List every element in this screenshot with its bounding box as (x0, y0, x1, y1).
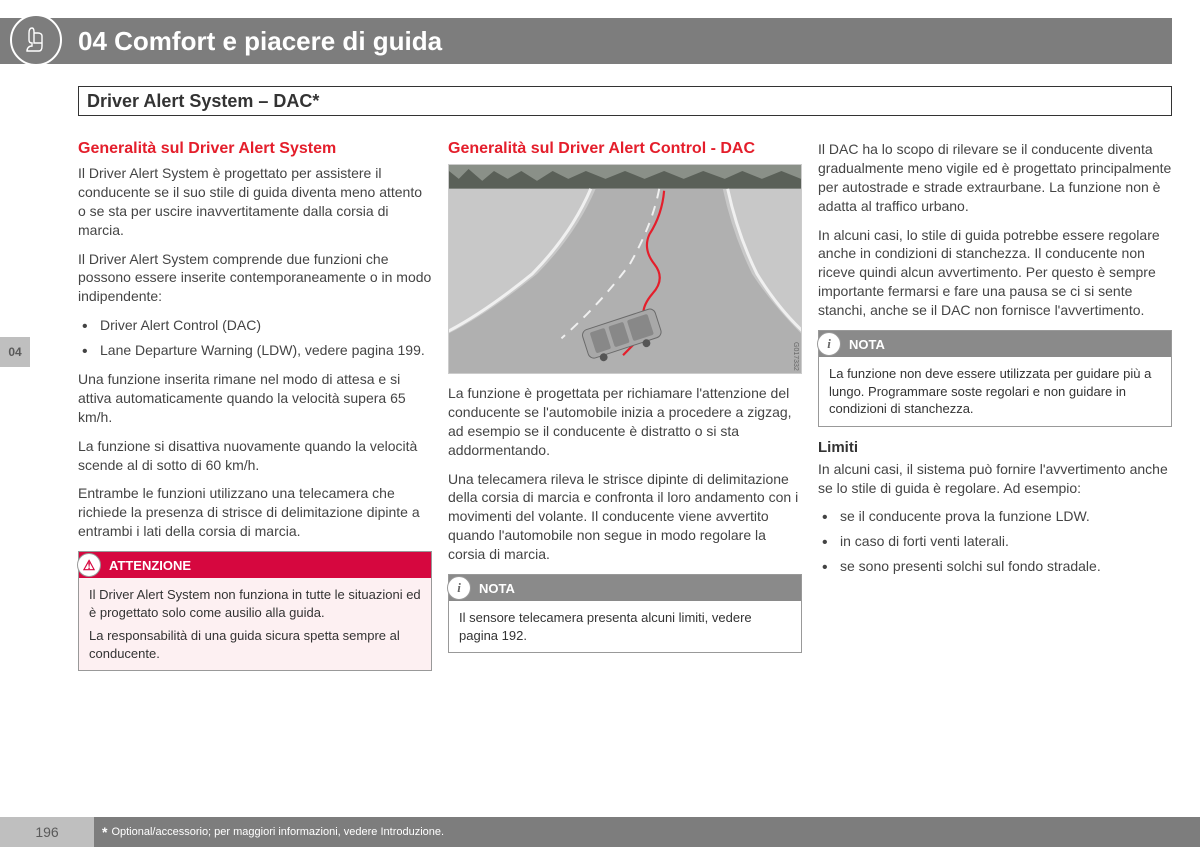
chapter-title: 04 Comfort e piacere di guida (78, 26, 442, 57)
list-item: se sono presenti solchi sul fondo strada… (818, 557, 1172, 576)
dac-illustration: G017332 (448, 164, 802, 374)
side-tab: 04 (0, 337, 30, 367)
heading-generalita-das: Generalità sul Driver Alert System (78, 140, 432, 158)
nota-text: Il sensore telecamera presenta alcuni li… (459, 609, 791, 644)
nota-title: NOTA (849, 337, 885, 352)
seat-icon (10, 14, 62, 66)
attenzione-box: ⚠ ATTENZIONE Il Driver Alert System non … (78, 551, 432, 671)
nota-title: NOTA (479, 581, 515, 596)
column-1: Generalità sul Driver Alert System Il Dr… (78, 140, 432, 683)
section-header: Driver Alert System – DAC* (78, 86, 1172, 116)
nota-box: i NOTA Il sensore telecamera presenta al… (448, 574, 802, 653)
heading-generalita-dac: Generalità sul Driver Alert Control - DA… (448, 140, 802, 158)
paragraph: Il DAC ha lo scopo di rilevare se il con… (818, 140, 1172, 216)
paragraph: In alcuni casi, il sistema può fornire l… (818, 460, 1172, 498)
column-3: Il DAC ha lo scopo di rilevare se il con… (818, 140, 1172, 683)
list-item: se il conducente prova la funzione LDW. (818, 507, 1172, 526)
list-item: Lane Departure Warning (LDW), vedere pag… (78, 341, 432, 360)
list-item: Driver Alert Control (DAC) (78, 316, 432, 335)
nota-text: La funzione non deve essere utilizzata p… (829, 365, 1161, 418)
attenzione-title: ATTENZIONE (109, 558, 191, 573)
attenzione-text: La responsabilità di una guida sicura sp… (89, 627, 421, 662)
paragraph: Il Driver Alert System è progettato per … (78, 164, 432, 240)
paragraph: La funzione si disattiva nuovamente quan… (78, 437, 432, 475)
warning-icon: ⚠ (77, 553, 101, 577)
list-item: in caso di forti venti laterali. (818, 532, 1172, 551)
paragraph: Una telecamera rileva le strisce dipinte… (448, 470, 802, 564)
footnote: *Optional/accessorio; per maggiori infor… (94, 817, 1200, 847)
illustration-id: G017332 (792, 342, 799, 371)
footnote-text: Optional/accessorio; per maggiori inform… (111, 826, 444, 838)
paragraph: Entrambe le funzioni utilizzano una tele… (78, 484, 432, 541)
info-icon: i (447, 576, 471, 600)
bullet-list: se il conducente prova la funzione LDW. … (818, 507, 1172, 576)
paragraph: In alcuni casi, lo stile di guida potreb… (818, 226, 1172, 320)
paragraph: La funzione è progettata per richiamare … (448, 384, 802, 460)
limiti-heading: Limiti (818, 439, 1172, 456)
attenzione-text: Il Driver Alert System non funziona in t… (89, 586, 421, 621)
paragraph: Una funzione inserita rimane nel modo di… (78, 370, 432, 427)
section-title: Driver Alert System – DAC* (87, 91, 319, 112)
column-2: Generalità sul Driver Alert Control - DA… (448, 140, 802, 683)
bullet-list: Driver Alert Control (DAC) Lane Departur… (78, 316, 432, 360)
nota-box: i NOTA La funzione non deve essere utili… (818, 330, 1172, 427)
info-icon: i (817, 332, 841, 356)
header-bar: 04 Comfort e piacere di guida (0, 18, 1172, 64)
page-number: 196 (0, 817, 94, 847)
paragraph: Il Driver Alert System comprende due fun… (78, 250, 432, 307)
